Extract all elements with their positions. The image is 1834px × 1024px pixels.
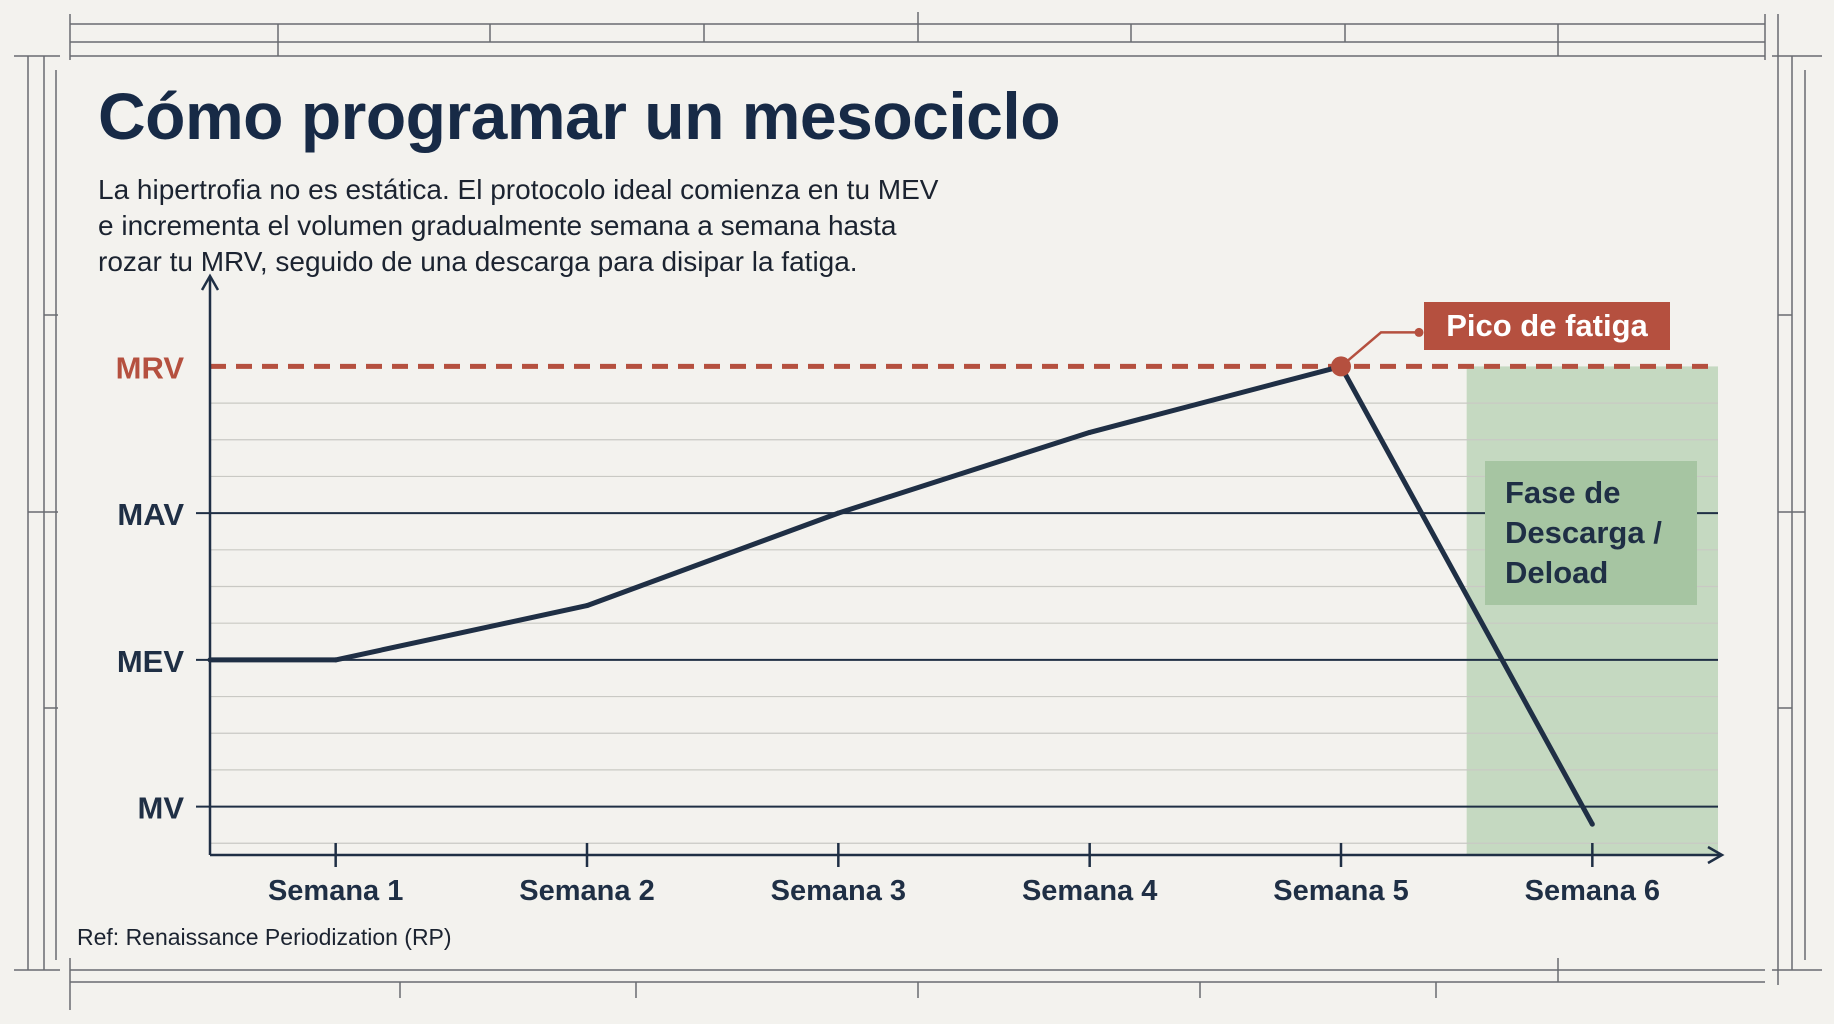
page-subtitle: La hipertrofia no es estática. El protoc… [98, 172, 1058, 280]
x-axis-arrow [1707, 845, 1725, 865]
annotation-connector-dot [1414, 327, 1424, 337]
deload-phase-label: Fase de Descarga / Deload [1505, 475, 1662, 590]
data-point [333, 657, 339, 663]
deload-zone [1466, 366, 1718, 855]
y-level-label: MEV [117, 644, 185, 679]
data-point [1589, 821, 1595, 827]
subtitle-line: rozar tu MRV, seguido de una descarga pa… [98, 246, 858, 277]
data-point [584, 603, 590, 609]
fatigue-peak-label: Pico de fatiga [1424, 302, 1670, 350]
data-point [835, 510, 841, 516]
y-level-label: MAV [117, 497, 184, 532]
data-point [207, 657, 213, 663]
subtitle-line: e incrementa el volumen gradualmente sem… [98, 210, 897, 241]
volume-line [210, 363, 1595, 826]
x-tick-label: Semana 5 [1273, 875, 1408, 907]
x-tick-label: Semana 2 [519, 875, 654, 907]
page-title: Cómo programar un mesociclo [98, 79, 1061, 153]
deload-phase-box: Fase de Descarga / Deload [1485, 461, 1697, 605]
x-tick-label: Semana 3 [771, 875, 906, 907]
x-tick-label: Semana 6 [1525, 875, 1660, 907]
x-tick-label: Semana 4 [1022, 875, 1157, 907]
y-level-label: MRV [116, 350, 185, 385]
reference-note: Ref: Renaissance Periodization (RP) [77, 924, 452, 950]
subtitle-line: La hipertrofia no es estática. El protoc… [98, 174, 939, 205]
x-tick-label: Semana 1 [268, 875, 403, 907]
annotation-connector [1340, 331, 1419, 368]
fatigue-peak-marker [1331, 356, 1351, 377]
y-axis-arrow [200, 273, 220, 291]
data-point [1087, 429, 1093, 435]
y-level-label: MV [138, 791, 185, 826]
